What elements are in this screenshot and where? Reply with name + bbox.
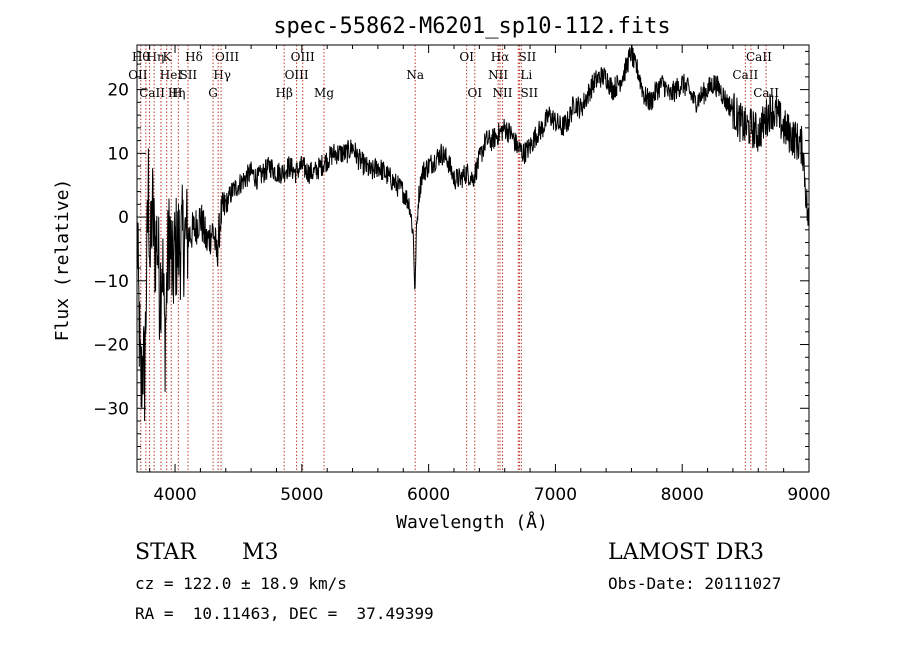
x-tick-label: 7000 <box>534 485 577 505</box>
spectral-line-label: CaII <box>746 50 772 64</box>
flux-series-line <box>136 44 809 422</box>
ra-dec: RA = 10.11463, DEC = 37.49399 <box>135 604 434 623</box>
spectral-line-label: Na <box>406 68 424 82</box>
y-tick-label: −30 <box>93 399 129 419</box>
spectral-line-label: H <box>172 86 182 100</box>
axis-ticks: 4000 5000 6000 7000 8000 9000 −30 −20 −10 0 10 20 <box>93 45 831 505</box>
object-type: STAR <box>135 540 196 565</box>
spectral-line-label: OIII <box>285 68 309 82</box>
spectral-line-label: HeI <box>160 68 183 82</box>
spectral-line-label: OIII <box>291 50 315 64</box>
spectral-line-label: Li <box>520 68 532 82</box>
spectral-line-label: OII <box>128 68 148 82</box>
y-axis-label: Flux (relative) <box>52 179 73 342</box>
spectral-line-label: CaII <box>753 86 779 100</box>
x-tick-label: 5000 <box>280 485 323 505</box>
spectral-line-label: Hα <box>491 50 510 64</box>
spectral-line-label: K <box>162 50 172 64</box>
survey-name: LAMOST DR3 <box>608 540 764 565</box>
y-tick-label: 20 <box>107 81 129 101</box>
spectral-line-label: CaII <box>732 68 758 82</box>
redshift-velocity: cz = 122.0 ± 18.9 km/s <box>135 574 347 593</box>
plot-frame <box>136 44 810 473</box>
chart-title: spec-55862-M6201_sp10-112.fits <box>273 14 670 39</box>
spectral-line-label: SII <box>519 50 537 64</box>
spectral-line-label: OI <box>467 86 482 100</box>
x-tick-label: 8000 <box>661 485 704 505</box>
x-tick-label: 9000 <box>787 485 830 505</box>
object-subclass: M3 <box>242 540 279 565</box>
x-tick-label: 6000 <box>407 485 450 505</box>
y-tick-label: −10 <box>93 272 129 292</box>
spectral-line-label: SII <box>179 68 197 82</box>
spectral-line-label: Hβ <box>276 86 293 100</box>
spectral-line-label: G <box>208 86 218 100</box>
spectral-line-label: OIII <box>215 50 239 64</box>
spectral-line-label: Hη <box>168 86 186 100</box>
spectral-line-label: Hθ <box>132 50 150 64</box>
x-tick-label: 4000 <box>153 485 196 505</box>
spectral-line-label: NII <box>493 86 513 100</box>
x-axis-label: Wavelength (Å) <box>396 511 548 533</box>
spectral-line-label: Hδ <box>185 50 203 64</box>
spectral-line-label: NII <box>488 68 508 82</box>
spectral-line-label: Mg <box>314 86 334 100</box>
chart-marks: HθOIIHηCaIIKHeIHηHSIIHδGHγOIIIHβOIIIOIII… <box>128 44 809 472</box>
spectral-line-label: OI <box>459 50 474 64</box>
y-tick-label: 0 <box>118 208 129 228</box>
spectral-line-label: Hγ <box>213 68 231 82</box>
observation-date: Obs-Date: 20111027 <box>608 574 782 593</box>
spectral-line-label: Hη <box>147 50 165 64</box>
spectral-line-label: SII <box>520 86 538 100</box>
y-tick-label: 10 <box>107 144 129 164</box>
y-tick-label: −20 <box>93 336 129 356</box>
